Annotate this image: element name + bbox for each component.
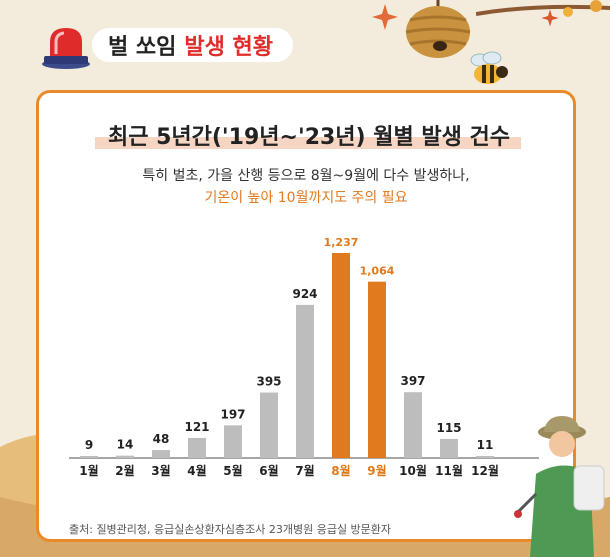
chart-card: 최근 5년간('19년~'23년) 월별 발생 건수 특히 벌초, 가을 산행 … [36, 90, 576, 542]
value-label: 1,064 [360, 265, 395, 278]
siren-icon [42, 28, 90, 69]
bar-6월 [260, 392, 278, 458]
tree-branch [476, 0, 610, 17]
tick-label: 7월 [295, 463, 314, 478]
hiker-illustration [514, 416, 605, 557]
tick-label: 3월 [151, 463, 170, 478]
bar-chart: 9 1월 14 2월 48 3월 121 4월 197 5월 395 6월 924 7월 1,237 8월 1,… [69, 236, 539, 478]
tick-label: 11월 [435, 463, 463, 478]
tick-label: 10월 [399, 463, 427, 478]
bar-5월 [224, 425, 242, 458]
bar-12월 [476, 456, 494, 458]
chart-subtitle-highlight: 기온이 높아 10월까지도 주의 필요 [204, 190, 408, 206]
tick-label: 8월 [331, 463, 350, 478]
tick-label: 5월 [223, 463, 242, 478]
beehive-icon [405, 0, 471, 58]
leaf-decoration [372, 4, 398, 30]
value-label: 924 [292, 287, 317, 301]
bee-icon [470, 51, 508, 84]
tick-label: 2월 [115, 463, 134, 478]
bar-8월 [332, 253, 350, 458]
value-label: 9 [85, 438, 93, 452]
tick-label: 4월 [187, 463, 206, 478]
bar-7월 [296, 304, 314, 458]
bar-1월 [80, 456, 98, 458]
value-label: 197 [220, 407, 245, 421]
value-label: 14 [117, 438, 134, 452]
value-label: 397 [400, 374, 425, 388]
chart-subtitle: 특히 벌초, 가을 산행 등으로 8월~9월에 다수 발생하나, [142, 168, 470, 184]
value-label: 11 [477, 438, 494, 452]
value-label: 48 [153, 432, 170, 446]
bar-2월 [116, 455, 134, 458]
tick-label: 12월 [471, 463, 499, 478]
bar-9월 [368, 281, 386, 458]
section-header: 벌 쏘임 발생 현황 [40, 20, 360, 72]
bar-4월 [188, 437, 206, 458]
value-label: 121 [184, 420, 209, 434]
bar-11월 [440, 438, 458, 458]
leaf-decoration [541, 9, 559, 27]
chart-title: 최근 5년간('19년~'23년) 월별 발생 건수 [107, 125, 511, 150]
value-label: 115 [436, 421, 461, 435]
bar-3월 [152, 450, 170, 458]
header-title-text: 벌 쏘임 [108, 35, 177, 60]
tick-label: 9월 [367, 463, 386, 478]
value-label: 395 [256, 375, 281, 389]
tick-label: 1월 [79, 463, 98, 478]
header-title-accent: 발생 현황 [184, 35, 274, 60]
value-label: 1,237 [324, 236, 359, 249]
source-note: 출처: 질병관리청, 응급실손상환자심층조사 23개병원 응급실 방문환자 [69, 523, 392, 536]
header-title: 벌 쏘임 발생 현황 [92, 28, 294, 62]
title-highlight [95, 137, 521, 149]
tick-label: 6월 [259, 463, 278, 478]
bar-10월 [404, 392, 422, 458]
